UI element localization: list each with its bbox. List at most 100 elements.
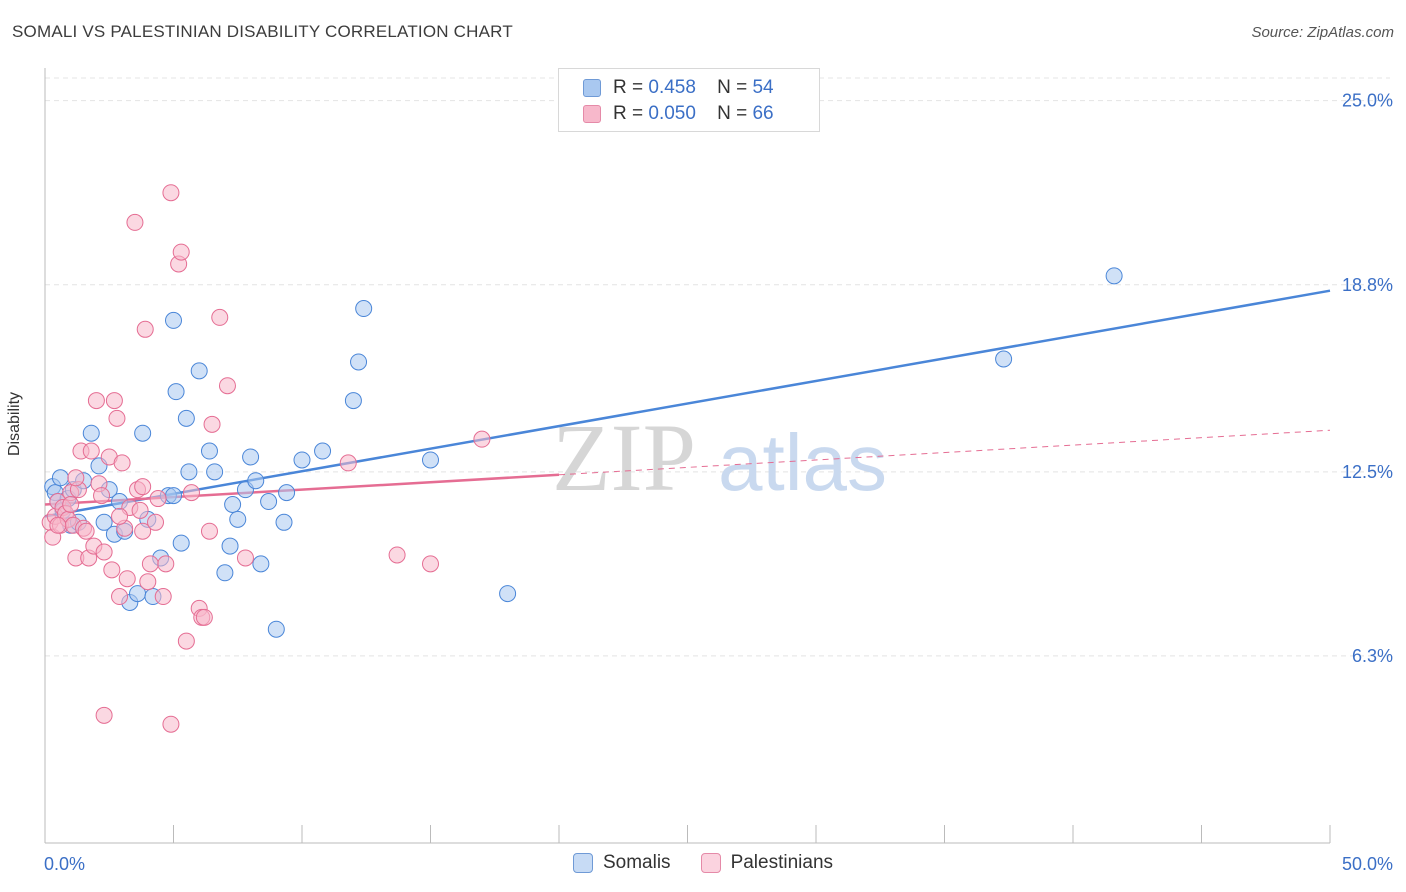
somalis-point — [167, 383, 185, 401]
somalis-point — [172, 534, 190, 552]
palestinians-point — [95, 706, 113, 724]
palestinians-point — [82, 442, 100, 460]
legend-r-label: R = — [613, 103, 644, 124]
legend-r-label: R = — [613, 77, 644, 98]
grid-lines — [45, 77, 1390, 657]
palestinians-point — [87, 392, 105, 410]
palestinians-point — [211, 308, 229, 326]
legend-n-value: 54 — [752, 77, 774, 98]
palestinians-point — [134, 478, 152, 496]
legend-row-palestinians: R = 0.050 N = 66 — [583, 103, 774, 125]
bottom-legend-somalis: Somalis — [572, 852, 671, 874]
somalis-point — [229, 510, 247, 528]
palestinians-point — [111, 507, 129, 525]
tick-labels: 25.0% 18.8% 12.5% 6.3% 0.0% 50.0% — [44, 91, 1393, 874]
somalis-point — [344, 392, 362, 410]
y-tick-label: 6.3% — [1352, 646, 1393, 666]
legend-n-label: N = — [717, 77, 748, 98]
somalis-point — [252, 555, 270, 573]
legend-n-label: N = — [717, 103, 748, 124]
palestinians-point — [157, 555, 175, 573]
bottom-legend-swatch-palestinians — [700, 853, 721, 873]
somalis-point — [165, 487, 182, 505]
somalis-point — [165, 311, 182, 329]
palestinians-point — [139, 573, 157, 591]
palestinians-point — [111, 588, 129, 606]
somalis-point — [221, 537, 239, 555]
legend-swatch-somalis — [583, 79, 601, 97]
legend-swatch-palestinians — [583, 105, 601, 123]
somalis-point — [350, 353, 368, 371]
somalis-point — [293, 451, 311, 469]
watermark-atlas: atlas — [718, 418, 887, 507]
watermark-zip: ZIP — [552, 404, 696, 511]
palestinians-point — [77, 522, 95, 540]
palestinians-point — [118, 570, 136, 588]
somalis-point — [200, 442, 218, 460]
legend-r-value: 0.458 — [648, 77, 696, 98]
somalis-point — [216, 564, 234, 582]
watermark: ZIP atlas — [552, 404, 887, 511]
legend-row-somalis: R = 0.458 N = 54 — [583, 77, 774, 99]
somalis-point — [267, 620, 285, 638]
palestinians-point — [95, 543, 113, 561]
bottom-legend: Somalis Palestinians — [0, 852, 1406, 874]
palestinians-point — [162, 184, 180, 202]
palestinians-point — [149, 490, 167, 508]
y-tick-label: 12.5% — [1342, 462, 1393, 482]
somalis-point — [275, 513, 293, 531]
somalis-point — [206, 463, 224, 481]
y-tick-label: 25.0% — [1342, 91, 1393, 111]
somalis-point — [355, 300, 373, 318]
x-tick-label: 50.0% — [1342, 854, 1393, 874]
axes — [44, 68, 1331, 844]
bottom-legend-label: Palestinians — [730, 852, 834, 873]
palestinians-point — [126, 213, 144, 231]
palestinians-point — [177, 632, 195, 650]
palestinians-point — [62, 495, 80, 513]
palestinians-point — [172, 243, 190, 261]
palestinians-point — [200, 522, 218, 540]
palestinians-point — [339, 454, 357, 472]
palestinians-point — [136, 320, 154, 338]
palestinians-point — [203, 415, 221, 433]
palestinians-point — [182, 484, 200, 502]
somalis-point — [278, 484, 296, 502]
bottom-legend-label: Somalis — [602, 852, 671, 873]
palestinians-point — [195, 608, 213, 626]
palestinians-point — [162, 715, 180, 733]
somalis-point — [242, 448, 260, 466]
legend-n-value: 66 — [752, 103, 774, 124]
palestinians-point — [105, 392, 123, 410]
palestinians-trend-extension — [558, 429, 1331, 476]
somalis-point — [314, 442, 332, 460]
palestinians-point — [49, 516, 67, 534]
palestinians-point — [422, 555, 439, 573]
somalis-point — [422, 451, 439, 469]
y-tick-label: 18.8% — [1342, 275, 1393, 295]
palestinians-point — [113, 454, 131, 472]
data-points — [41, 184, 1123, 733]
palestinians-point — [388, 546, 406, 564]
legend-box: R = 0.458 N = 54 R = 0.050 N = 66 — [558, 68, 820, 132]
somalis-point — [177, 409, 195, 427]
palestinians-point — [141, 555, 159, 573]
somalis-point — [134, 424, 152, 442]
palestinians-point — [131, 501, 149, 519]
bottom-legend-swatch-somalis — [572, 853, 593, 873]
palestinians-point — [473, 430, 491, 448]
somalis-point — [995, 350, 1013, 368]
somalis-point — [247, 472, 265, 490]
palestinians-point — [147, 513, 165, 531]
somalis-point — [82, 424, 100, 442]
somalis-point — [95, 513, 113, 531]
palestinians-point — [108, 409, 126, 427]
x-tick-label: 0.0% — [44, 854, 85, 874]
palestinians-point — [236, 549, 254, 567]
somalis-point — [190, 362, 208, 380]
palestinians-point — [103, 561, 121, 579]
somalis-point — [260, 493, 278, 511]
legend-r-value: 0.050 — [648, 103, 696, 124]
palestinians-point — [67, 469, 85, 487]
palestinians-point — [134, 522, 152, 540]
